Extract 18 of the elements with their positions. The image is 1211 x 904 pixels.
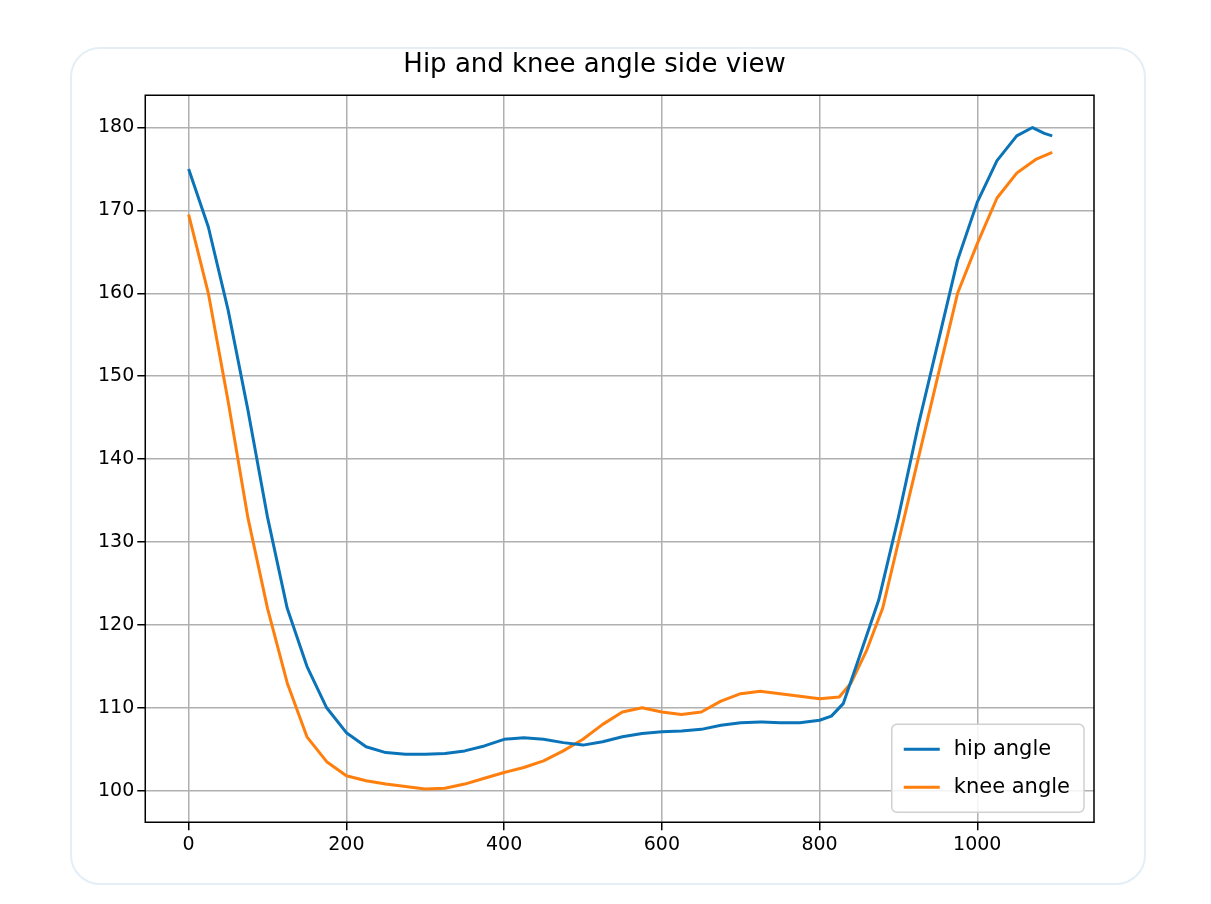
- x-tick-label: 800: [801, 831, 838, 854]
- chart-title: Hip and knee angle side view: [403, 48, 786, 79]
- x-tick-label: 0: [182, 831, 195, 854]
- y-tick-label: 170: [98, 197, 135, 220]
- x-tick-label: 400: [485, 831, 523, 854]
- x-tick-label: 200: [328, 831, 365, 854]
- y-tick-label: 130: [98, 528, 135, 551]
- y-tick-label: 160: [98, 280, 135, 303]
- y-tick-label: 150: [98, 363, 135, 386]
- legend-label: knee angle: [953, 773, 1070, 798]
- legend-label: hip angle: [953, 735, 1052, 760]
- y-tick-label: 110: [98, 694, 135, 717]
- y-tick-label: 180: [98, 114, 135, 137]
- x-tick-label: 600: [643, 831, 680, 854]
- y-tick-label: 120: [98, 611, 135, 634]
- y-tick-label: 140: [98, 446, 135, 469]
- x-tick-label: 1000: [953, 831, 1002, 854]
- y-tick-label: 100: [98, 777, 135, 800]
